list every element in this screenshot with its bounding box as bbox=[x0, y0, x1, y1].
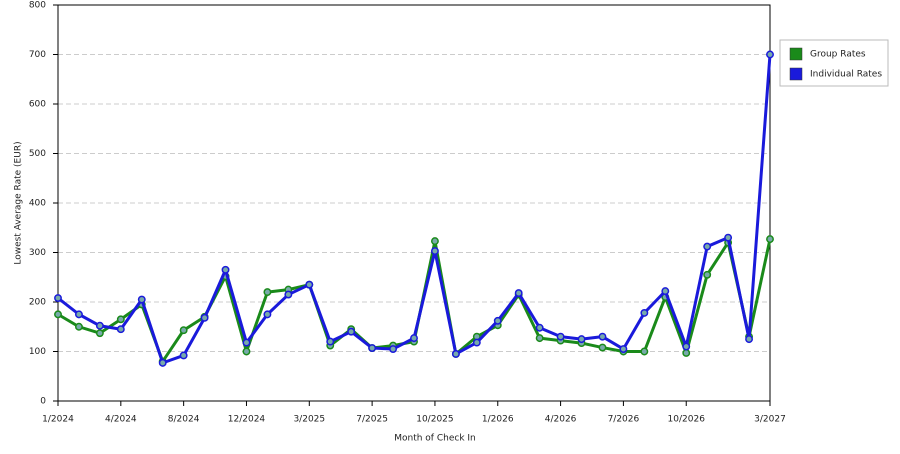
x-tick-label: 3/2027 bbox=[754, 415, 786, 425]
data-point bbox=[95, 329, 104, 338]
data-point bbox=[535, 334, 544, 343]
data-point bbox=[745, 335, 754, 344]
data-point bbox=[598, 332, 607, 341]
data-point bbox=[54, 294, 62, 302]
data-point bbox=[54, 310, 62, 319]
legend-label: Individual Rates bbox=[810, 70, 882, 80]
series-line bbox=[57, 54, 772, 365]
data-point bbox=[200, 313, 209, 322]
data-point bbox=[598, 343, 607, 352]
data-point bbox=[703, 242, 712, 251]
y-tick-label: 800 bbox=[29, 1, 46, 11]
data-point bbox=[430, 247, 439, 255]
data-point bbox=[242, 338, 251, 347]
data-point bbox=[703, 270, 712, 279]
y-tick-label: 0 bbox=[40, 397, 46, 407]
data-point bbox=[242, 347, 251, 356]
data-point bbox=[116, 325, 125, 334]
data-point bbox=[514, 289, 523, 298]
y-tick-label: 700 bbox=[29, 50, 46, 60]
legend-swatch bbox=[789, 67, 803, 81]
y-tick-label: 300 bbox=[29, 248, 46, 258]
plot-frame bbox=[57, 4, 771, 402]
data-point bbox=[493, 316, 502, 325]
data-point bbox=[472, 338, 481, 347]
y-tick-label: 600 bbox=[29, 100, 46, 110]
x-axis-title: Month of Check In bbox=[394, 434, 476, 444]
data-point bbox=[682, 349, 691, 357]
data-point bbox=[179, 326, 188, 335]
x-tick-label: 7/2026 bbox=[608, 415, 640, 425]
data-point bbox=[451, 350, 460, 358]
data-point bbox=[263, 288, 272, 297]
legend-swatch bbox=[789, 47, 803, 61]
x-tick-label: 4/2024 bbox=[105, 415, 137, 425]
x-tick-label: 1/2026 bbox=[482, 415, 514, 425]
data-point bbox=[640, 347, 649, 356]
data-point bbox=[74, 310, 83, 319]
data-point bbox=[326, 337, 335, 346]
data-point bbox=[766, 50, 774, 59]
data-point bbox=[221, 265, 230, 274]
data-point bbox=[430, 237, 439, 246]
data-point bbox=[74, 322, 83, 331]
data-point bbox=[368, 344, 377, 352]
y-tick-label: 400 bbox=[29, 199, 46, 209]
data-point bbox=[116, 315, 125, 324]
data-point bbox=[640, 308, 649, 317]
x-tick-label: 7/2025 bbox=[356, 415, 388, 425]
x-tick-label: 3/2025 bbox=[293, 415, 325, 425]
data-point bbox=[263, 310, 272, 319]
x-tick-label: 4/2026 bbox=[545, 415, 577, 425]
data-point bbox=[410, 334, 418, 343]
legend-label: Group Rates bbox=[810, 50, 866, 60]
data-point bbox=[95, 321, 104, 330]
data-point bbox=[619, 345, 628, 353]
data-point bbox=[305, 280, 314, 289]
data-point bbox=[661, 287, 670, 296]
y-tick-label: 100 bbox=[29, 347, 46, 357]
data-point bbox=[158, 358, 167, 367]
data-point bbox=[137, 295, 146, 304]
y-axis-title: Lowest Average Rate (EUR) bbox=[14, 141, 24, 264]
data-point bbox=[347, 327, 356, 336]
data-point bbox=[577, 335, 586, 344]
y-tick-label: 500 bbox=[29, 149, 46, 159]
data-point bbox=[724, 233, 733, 242]
data-point bbox=[179, 351, 188, 360]
x-tick-label: 12/2024 bbox=[228, 415, 266, 425]
x-tick-label: 10/2025 bbox=[416, 415, 453, 425]
data-point bbox=[766, 235, 774, 244]
x-tick-label: 10/2026 bbox=[668, 415, 706, 425]
y-tick-label: 200 bbox=[29, 298, 46, 308]
x-tick-label: 8/2024 bbox=[168, 415, 200, 425]
data-point bbox=[556, 332, 565, 341]
data-point bbox=[535, 323, 544, 332]
x-tick-label: 1/2024 bbox=[42, 415, 74, 425]
data-point bbox=[682, 342, 691, 351]
data-point bbox=[284, 290, 293, 299]
data-point bbox=[389, 345, 398, 353]
